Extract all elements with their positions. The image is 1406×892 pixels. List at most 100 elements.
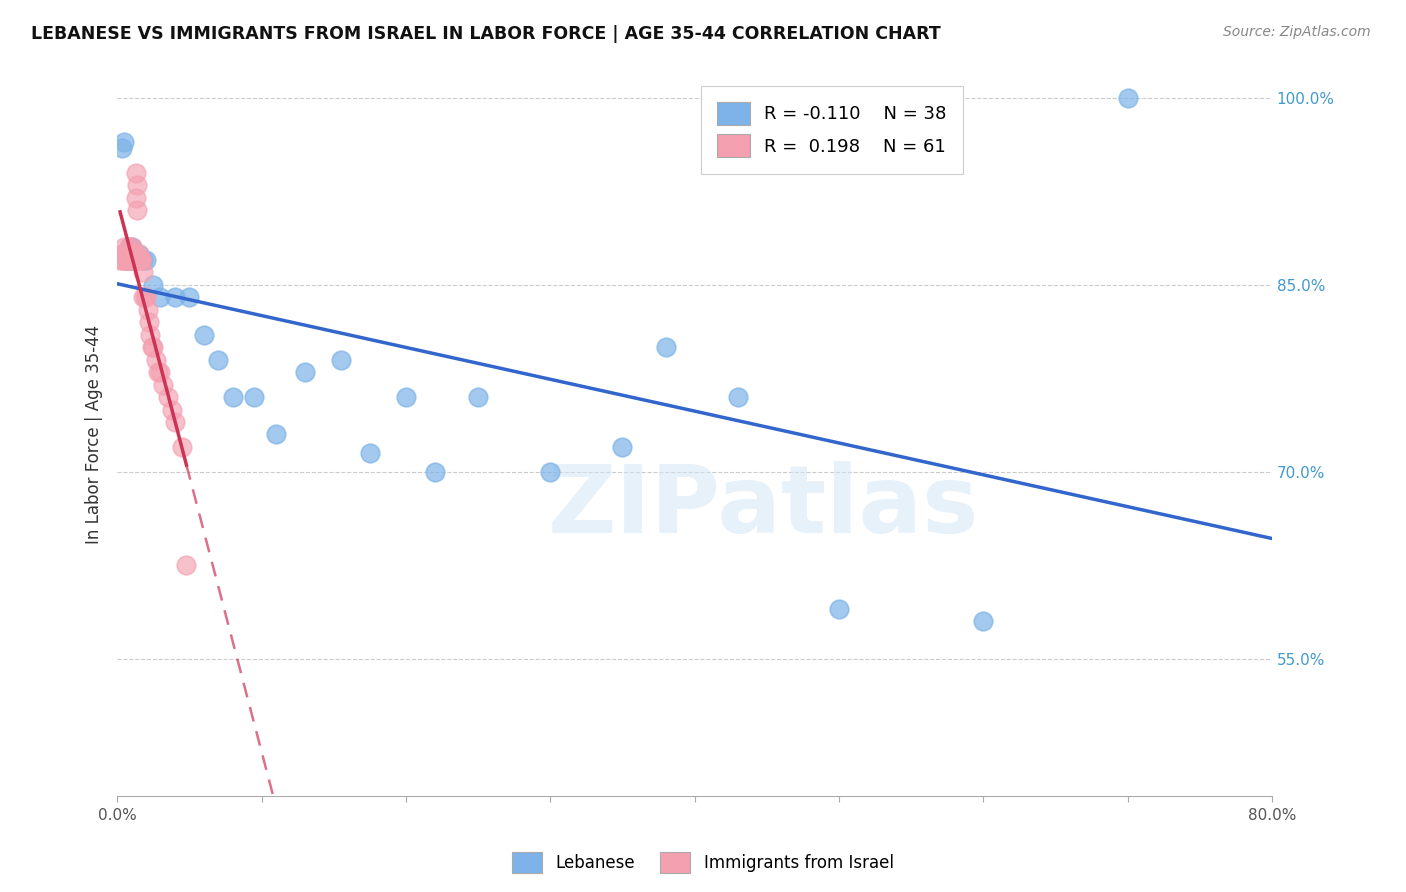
Point: [124, 246, 146, 260]
Point: [160, 402, 183, 417]
Point: [135, 290, 157, 304]
Point: [129, 252, 152, 267]
Point: [828, 602, 851, 616]
Point: [145, 352, 167, 367]
Point: [294, 365, 316, 379]
Point: [118, 252, 141, 267]
Point: [207, 352, 229, 367]
Point: [163, 415, 186, 429]
Point: [108, 252, 131, 267]
Point: [120, 252, 142, 267]
Point: [118, 252, 141, 267]
Point: [112, 252, 135, 267]
Point: [118, 240, 141, 254]
Point: [124, 252, 146, 267]
Point: [128, 252, 150, 267]
Point: [128, 252, 150, 267]
Point: [118, 246, 141, 260]
Point: [124, 246, 146, 260]
Point: [172, 440, 194, 454]
Point: [110, 141, 132, 155]
Point: [121, 246, 143, 260]
Point: [121, 252, 143, 267]
Point: [128, 246, 150, 260]
Point: [612, 440, 634, 454]
Point: [112, 135, 135, 149]
Point: [131, 252, 153, 267]
Point: [111, 246, 134, 260]
Point: [264, 427, 287, 442]
Point: [127, 203, 149, 218]
Point: [121, 240, 143, 254]
Point: [538, 465, 561, 479]
Point: [146, 365, 169, 379]
Point: [122, 252, 145, 267]
Point: [149, 290, 172, 304]
Point: [127, 178, 149, 193]
Text: ZIPatlas: ZIPatlas: [548, 461, 980, 553]
Point: [467, 390, 489, 404]
Point: [124, 246, 146, 260]
Point: [122, 246, 145, 260]
Point: [115, 246, 138, 260]
Point: [176, 558, 198, 573]
Point: [972, 615, 994, 629]
Point: [121, 246, 143, 260]
Point: [152, 377, 174, 392]
Point: [135, 252, 157, 267]
Point: [132, 290, 155, 304]
Point: [120, 246, 142, 260]
Point: [117, 246, 139, 260]
Point: [129, 252, 152, 267]
Point: [110, 252, 132, 267]
Point: [131, 252, 153, 267]
Point: [221, 390, 243, 404]
Legend: Lebanese, Immigrants from Israel: Lebanese, Immigrants from Israel: [506, 846, 900, 880]
Point: [128, 246, 150, 260]
Y-axis label: In Labor Force | Age 35-44: In Labor Force | Age 35-44: [86, 325, 103, 544]
Point: [110, 246, 132, 260]
Point: [142, 277, 165, 292]
Point: [654, 340, 676, 354]
Point: [423, 465, 446, 479]
Point: [117, 246, 139, 260]
Point: [329, 352, 352, 367]
Point: [139, 327, 162, 342]
Point: [134, 290, 156, 304]
Point: [125, 252, 148, 267]
Point: [359, 446, 381, 460]
Point: [132, 252, 155, 267]
Point: [117, 252, 139, 267]
Point: [112, 246, 135, 260]
Point: [1116, 91, 1139, 105]
Point: [115, 252, 138, 267]
Point: [179, 290, 201, 304]
Text: LEBANESE VS IMMIGRANTS FROM ISRAEL IN LABOR FORCE | AGE 35-44 CORRELATION CHART: LEBANESE VS IMMIGRANTS FROM ISRAEL IN LA…: [31, 25, 941, 43]
Point: [122, 246, 145, 260]
Point: [243, 390, 266, 404]
Point: [120, 246, 142, 260]
Point: [121, 252, 143, 267]
Point: [136, 302, 159, 317]
Point: [120, 252, 142, 267]
Point: [149, 365, 172, 379]
Point: [132, 265, 155, 279]
Point: [127, 252, 149, 267]
Point: [142, 340, 165, 354]
Text: Source: ZipAtlas.com: Source: ZipAtlas.com: [1223, 25, 1371, 39]
Point: [112, 240, 135, 254]
Point: [118, 246, 141, 260]
Point: [125, 166, 148, 180]
Point: [115, 252, 138, 267]
Point: [118, 240, 141, 254]
Point: [727, 390, 749, 404]
Point: [125, 252, 148, 267]
Legend: R = -0.110    N = 38, R =  0.198    N = 61: R = -0.110 N = 38, R = 0.198 N = 61: [700, 86, 963, 174]
Point: [156, 390, 179, 404]
Point: [163, 290, 186, 304]
Point: [122, 252, 145, 267]
Point: [193, 327, 215, 342]
Point: [125, 191, 148, 205]
Point: [138, 315, 160, 329]
Point: [395, 390, 418, 404]
